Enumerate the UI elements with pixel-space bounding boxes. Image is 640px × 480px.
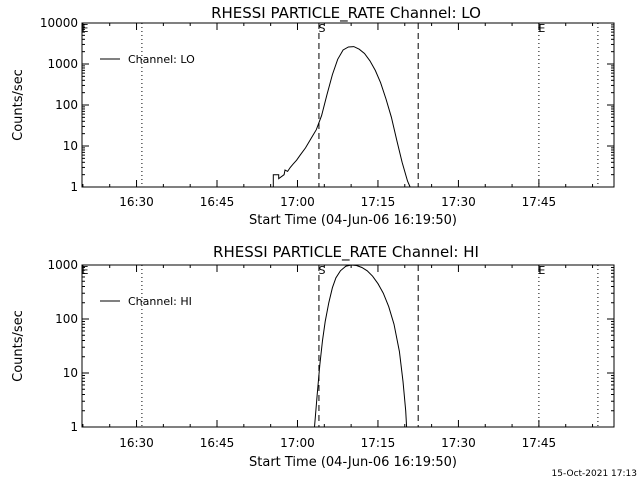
y-axis-label: Counts/sec: [11, 310, 26, 382]
x-tick-label: 17:30: [441, 195, 476, 209]
x-tick-label: 16:30: [119, 195, 154, 209]
time-marker-label: E: [538, 264, 545, 277]
x-tick-label: 17:00: [280, 436, 315, 450]
x-tick-label: 17:15: [361, 195, 396, 209]
time-marker-label: E: [82, 22, 89, 35]
series-line: [267, 46, 411, 188]
x-tick-label: 17:15: [361, 436, 396, 450]
y-tick-label: 10: [63, 139, 78, 153]
legend-label: Channel: LO: [128, 53, 195, 66]
y-tick-label: 100: [55, 312, 78, 326]
chart-title: RHESSI PARTICLE_RATE Channel: LO: [211, 4, 481, 23]
y-tick-label: 100: [55, 98, 78, 112]
chart-panel-2: RHESSI PARTICLE_RATE Channel: HI 1 10 100 10…: [11, 243, 615, 470]
x-tick-label: 17:30: [441, 436, 476, 450]
x-tick-label: 17:45: [522, 195, 557, 209]
x-tick-label: 16:45: [200, 195, 235, 209]
time-marker-label: E: [538, 22, 545, 35]
plot-frame: [81, 264, 615, 428]
x-tick-label: 16:30: [119, 436, 154, 450]
legend-label: Channel: HI: [128, 295, 192, 308]
x-tick-label: 17:45: [522, 436, 557, 450]
time-marker-label: S: [318, 22, 325, 35]
time-marker-label: S: [318, 264, 325, 277]
generation-timestamp: 15-Oct-2021 17:13: [552, 469, 637, 479]
x-axis-label: Start Time (04-Jun-06 16:19:50): [249, 213, 457, 228]
series-line: [314, 264, 408, 428]
x-tick-label: 16:45: [200, 436, 235, 450]
y-tick-label: 1000: [47, 57, 78, 71]
y-tick-label: 1000: [47, 258, 78, 272]
x-axis-label: Start Time (04-Jun-06 16:19:50): [249, 455, 457, 470]
time-marker-label: E: [82, 264, 89, 277]
chart-panel-1: RHESSI PARTICLE_RATE Channel: LO 1 10 100 10…: [11, 4, 615, 228]
y-tick-label: 1: [70, 180, 78, 194]
y-tick-label: 10000: [40, 16, 78, 30]
y-axis-label: Counts/sec: [11, 69, 26, 141]
y-tick-label: 1: [70, 420, 78, 434]
x-tick-label: 17:00: [280, 195, 315, 209]
y-tick-label: 10: [63, 366, 78, 380]
chart-title: RHESSI PARTICLE_RATE Channel: HI: [213, 243, 479, 262]
